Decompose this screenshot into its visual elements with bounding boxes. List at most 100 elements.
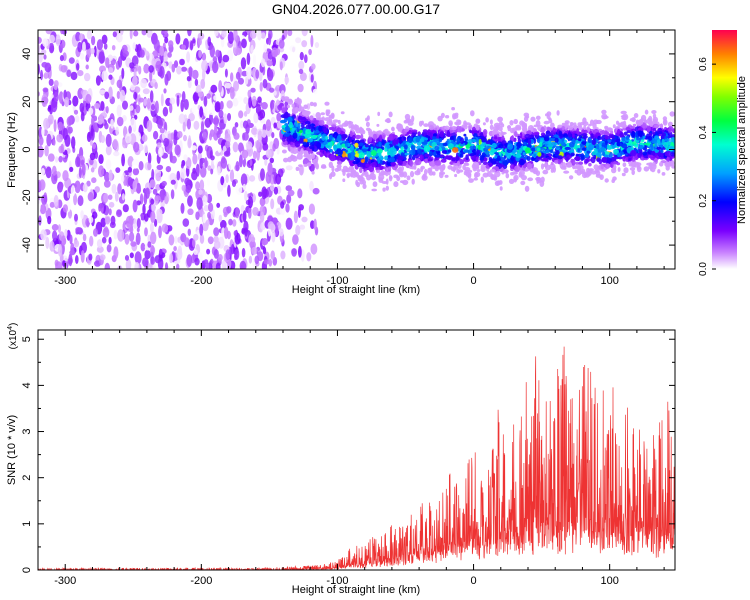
heatmap-cell	[201, 59, 208, 72]
heatmap-cell	[235, 161, 240, 172]
heatmap-cell	[249, 159, 253, 166]
heatmap-cell	[292, 132, 298, 139]
y-tick-label: 0	[21, 146, 33, 152]
heatmap-cell	[168, 234, 175, 246]
heatmap-cell	[177, 245, 182, 256]
heatmap-cell	[287, 30, 293, 37]
heatmap-cell	[332, 119, 339, 123]
heatmap-cell	[208, 109, 216, 116]
heatmap-cell	[192, 238, 196, 248]
heatmap-cell	[539, 141, 543, 148]
heatmap-cell	[150, 210, 156, 223]
heatmap-cell	[294, 106, 299, 113]
heatmap-cell	[388, 166, 392, 172]
heatmap-cell	[413, 164, 417, 170]
heatmap-cell	[194, 78, 199, 87]
heatmap-cell	[377, 111, 381, 117]
heatmap-cell	[420, 166, 424, 173]
heatmap-cell	[195, 181, 201, 191]
heatmap-cell	[43, 117, 50, 130]
heatmap-cell	[153, 130, 159, 140]
heatmap-cell	[197, 145, 203, 154]
heatmap-cell	[224, 68, 228, 78]
heatmap-cell	[194, 257, 200, 266]
heatmap-cell	[557, 155, 563, 160]
heatmap-cell	[107, 194, 113, 200]
heatmap-cell	[366, 127, 371, 131]
heatmap-cell	[116, 116, 124, 127]
heatmap-cell	[301, 216, 308, 223]
heatmap-cell	[312, 187, 320, 195]
heatmap-cell	[565, 156, 569, 163]
heatmap-cell	[241, 149, 249, 159]
heatmap-cell	[52, 139, 56, 146]
heatmap-cell	[136, 218, 141, 229]
heatmap-cell	[129, 252, 134, 259]
heatmap-cell	[233, 40, 237, 48]
heatmap-cell	[407, 137, 413, 143]
heatmap-cell	[98, 204, 102, 212]
heatmap-cell	[46, 133, 52, 147]
heatmap-cell	[262, 246, 267, 255]
heatmap-cell	[164, 73, 169, 86]
heatmap-cell	[502, 169, 509, 174]
heatmap-cell	[49, 34, 55, 44]
heatmap-cell	[388, 175, 393, 182]
heatmap-cell	[90, 167, 95, 173]
heatmap-cell	[592, 119, 599, 125]
heatmap-cell	[507, 143, 514, 150]
heatmap-cell	[268, 33, 272, 46]
heatmap-cell	[218, 214, 223, 223]
heatmap-cell	[88, 253, 93, 261]
heatmap-cell	[561, 126, 566, 131]
heatmap-cell	[656, 138, 661, 144]
heatmap-cell	[659, 162, 664, 167]
heatmap-cell	[38, 179, 42, 192]
heatmap-cell	[100, 101, 105, 111]
heatmap-cell	[285, 217, 293, 230]
heatmap-cell	[199, 179, 205, 191]
heatmap-cell	[202, 195, 208, 206]
heatmap-cell	[197, 32, 205, 40]
heatmap-cell	[664, 135, 668, 139]
heatmap-cell	[514, 165, 521, 172]
heatmap-cell	[337, 164, 341, 168]
heatmap-cell	[267, 215, 274, 222]
heatmap-cell	[522, 151, 526, 156]
heatmap-cell	[621, 143, 628, 149]
heatmap-cell	[250, 236, 256, 243]
heatmap-cell	[264, 158, 268, 166]
heatmap-cell	[329, 134, 333, 140]
heatmap-cell	[183, 99, 189, 110]
heatmap-cell	[482, 122, 486, 126]
heatmap-cell	[635, 137, 642, 141]
heatmap-cell	[297, 188, 303, 199]
heatmap-cell	[268, 258, 273, 267]
heatmap-cell	[295, 37, 302, 44]
heatmap-cell	[279, 61, 283, 71]
heatmap-cell	[379, 134, 383, 142]
heatmap-cell	[632, 123, 637, 127]
heatmap-cell	[668, 127, 672, 133]
heatmap-cell	[187, 79, 192, 89]
heatmap-cell	[439, 131, 444, 138]
heatmap-cell	[666, 141, 672, 146]
heatmap-cell	[175, 33, 181, 45]
heatmap-cell	[388, 133, 393, 141]
heatmap-cell	[530, 156, 535, 162]
heatmap-cell	[104, 48, 108, 55]
heatmap-cell	[454, 121, 458, 125]
heatmap-cell	[389, 146, 396, 153]
heatmap-cell	[216, 130, 221, 139]
heatmap-cell	[488, 157, 493, 162]
heatmap-cell	[441, 165, 445, 171]
heatmap-cell	[180, 202, 185, 214]
heatmap-cell	[75, 255, 79, 264]
heatmap-cell	[193, 120, 200, 130]
colorbar-ticks: 0.0 0.2 0.4 0.6	[698, 57, 716, 276]
heatmap-cell	[639, 131, 643, 138]
heatmap-cell	[305, 124, 312, 130]
heatmap-cell	[563, 133, 568, 138]
snr-scale-prefix: (x10	[8, 329, 19, 349]
heatmap-cell	[508, 178, 515, 184]
